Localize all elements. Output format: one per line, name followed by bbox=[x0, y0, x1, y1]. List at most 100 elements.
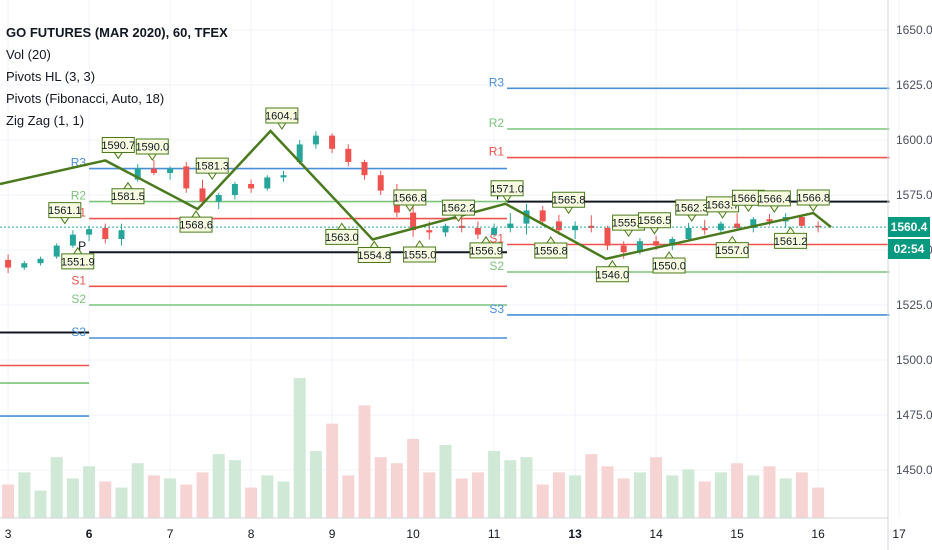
label-box bbox=[135, 138, 169, 161]
pivot-low-label: 1550.0 bbox=[652, 251, 686, 274]
candle-body bbox=[345, 148, 352, 162]
volume-bar bbox=[2, 484, 15, 518]
pivot-level-label: S3 bbox=[489, 302, 504, 316]
label-text: 1581.5 bbox=[111, 191, 145, 203]
candle-body bbox=[539, 210, 546, 222]
candle-body bbox=[766, 219, 773, 222]
candle-body bbox=[636, 241, 643, 253]
label-text: 1562.3 bbox=[675, 202, 709, 214]
volume-bar bbox=[747, 475, 760, 518]
volume-bar bbox=[552, 472, 565, 518]
pivot-hl-labels: 1561.1 1590.7 1590.0 1581.3 1604.1 1566.8 1562… bbox=[48, 107, 830, 283]
volume-bars bbox=[2, 378, 825, 518]
pivot-high-label: 1561.1 bbox=[48, 202, 82, 225]
candle-body bbox=[296, 144, 303, 162]
volume-bar bbox=[115, 487, 128, 518]
volume-bar bbox=[277, 481, 290, 518]
candle-body bbox=[248, 184, 255, 189]
x-tick-label: 10 bbox=[406, 527, 420, 541]
volume-bar bbox=[585, 454, 598, 518]
candle-body bbox=[118, 230, 125, 239]
candle-body bbox=[507, 223, 514, 228]
zigzag-legend[interactable]: Zig Zag (1, 1) bbox=[6, 113, 85, 128]
volume-legend[interactable]: Vol (20) bbox=[6, 47, 51, 62]
pivots-hl-legend[interactable]: Pivots HL (3, 3) bbox=[6, 69, 96, 84]
pivot-level-label: R2 bbox=[489, 116, 505, 130]
candle-body bbox=[491, 228, 498, 235]
label-text: 1554.8 bbox=[357, 250, 391, 262]
label-box bbox=[469, 235, 503, 259]
candle-body bbox=[86, 229, 93, 235]
candle-body bbox=[815, 225, 822, 228]
candle-body bbox=[555, 221, 562, 231]
pivot-level-label: S3 bbox=[71, 325, 86, 339]
volume-bar bbox=[731, 463, 744, 518]
y-tick-label: 1625.0 bbox=[896, 78, 932, 92]
pivot-low-label: 1561.2 bbox=[774, 226, 808, 249]
volume-bar bbox=[164, 478, 177, 518]
candle-body bbox=[167, 168, 174, 173]
x-tick-label: 13 bbox=[568, 527, 582, 541]
pivot-high-label: 1562.2 bbox=[442, 199, 475, 223]
candle-body bbox=[264, 177, 271, 189]
candle-body bbox=[21, 263, 28, 268]
label-text: 1604.1 bbox=[265, 110, 299, 122]
label-text: 1556.9 bbox=[469, 245, 503, 257]
label-box bbox=[637, 212, 671, 235]
label-box bbox=[715, 235, 749, 259]
pivot-level-label: S1 bbox=[489, 232, 504, 246]
pivot-low-label: 1551.9 bbox=[61, 246, 95, 270]
pivots-fib-legend[interactable]: Pivots (Fibonacci, Auto, 18) bbox=[6, 91, 165, 106]
volume-bar bbox=[147, 475, 160, 518]
label-text: 1581.3 bbox=[195, 161, 229, 173]
x-tick-label: 8 bbox=[248, 527, 255, 541]
pivot-level-label: R2 bbox=[71, 189, 87, 203]
symbol-title[interactable]: GO FUTURES (MAR 2020), 60, TFEX bbox=[6, 25, 228, 40]
label-text: 1551.9 bbox=[61, 256, 95, 268]
candle-body bbox=[620, 245, 627, 253]
candle-body bbox=[199, 188, 206, 202]
label-text: 1546.0 bbox=[596, 269, 630, 281]
candle-body bbox=[669, 239, 676, 246]
label-text: 1590.7 bbox=[101, 140, 135, 152]
pivot-levels: R3R2R1PS1S2S3R3R2R1PS1S2S3 bbox=[0, 75, 890, 417]
y-tick-label: 1575.0 bbox=[896, 188, 932, 202]
volume-bar bbox=[407, 438, 420, 518]
label-text: 1555.0 bbox=[403, 250, 437, 262]
zigzag-line bbox=[0, 129, 832, 261]
label-box bbox=[595, 259, 629, 283]
label-box bbox=[706, 196, 740, 219]
pivot-high-label: 1581.3 bbox=[195, 157, 229, 181]
pivot-level-label: S1 bbox=[71, 273, 86, 287]
volume-bar bbox=[423, 472, 436, 518]
indicator-legend: GO FUTURES (MAR 2020), 60, TFEX Vol (20)… bbox=[6, 22, 228, 132]
candle-body bbox=[410, 212, 417, 231]
volume-bar bbox=[374, 457, 387, 518]
label-box bbox=[652, 251, 686, 274]
volume-bar bbox=[50, 457, 63, 518]
candle-body bbox=[53, 245, 60, 257]
pivot-low-label: 1556.9 bbox=[469, 235, 503, 259]
label-text: 1563.0 bbox=[325, 232, 359, 244]
label-box bbox=[774, 226, 808, 249]
volume-bar bbox=[261, 475, 274, 518]
x-tick-label: 6 bbox=[86, 527, 93, 541]
volume-bar bbox=[569, 475, 582, 518]
volume-bar bbox=[504, 460, 517, 518]
pivot-high-label: 1563.7 bbox=[706, 196, 740, 219]
candle-body bbox=[280, 175, 287, 178]
label-box bbox=[675, 199, 709, 222]
label-text: 1566.8 bbox=[796, 193, 830, 205]
candle-body bbox=[426, 230, 433, 233]
volume-bar bbox=[212, 454, 225, 518]
candle-body bbox=[377, 175, 384, 191]
label-box bbox=[490, 180, 524, 203]
volume-bar bbox=[666, 475, 679, 518]
volume-bar bbox=[471, 472, 484, 518]
y-tick-label: 1450.0 bbox=[896, 463, 932, 477]
volume-bar bbox=[18, 472, 31, 518]
label-box bbox=[612, 214, 646, 238]
label-box bbox=[757, 190, 791, 213]
volume-bar bbox=[342, 475, 355, 518]
